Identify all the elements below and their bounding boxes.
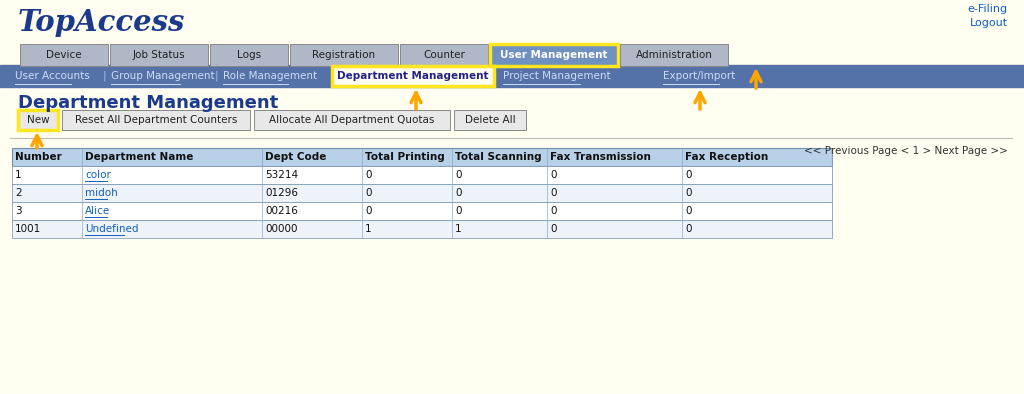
Text: Fax Reception: Fax Reception [685,152,768,162]
Bar [20,44,108,66]
Text: Device: Device [46,50,82,60]
Text: |: | [215,71,219,81]
Bar [254,110,450,130]
Text: 3: 3 [15,206,22,216]
Text: Department Management: Department Management [18,94,279,112]
Text: Job Status: Job Status [133,50,185,60]
Text: 0: 0 [550,206,556,216]
Text: 0: 0 [455,206,462,216]
Bar [12,184,831,202]
Bar [290,44,398,66]
Text: Logs: Logs [237,50,261,60]
Text: Registration: Registration [312,50,376,60]
Text: Total Printing: Total Printing [365,152,444,162]
Text: 0: 0 [685,188,691,198]
Bar [400,44,488,66]
Text: |: | [103,71,106,81]
Text: color: color [85,170,111,180]
Bar [12,166,831,184]
Bar [454,110,526,130]
Text: 0: 0 [550,170,556,180]
Text: New: New [27,115,49,125]
Bar [0,65,1024,87]
Text: Department Name: Department Name [85,152,194,162]
Text: 01296: 01296 [265,188,298,198]
Bar [18,110,58,130]
Text: 0: 0 [685,206,691,216]
Text: 00000: 00000 [265,224,298,234]
Text: 0: 0 [550,224,556,234]
Text: Dept Code: Dept Code [265,152,327,162]
Bar [332,66,494,86]
Text: 0: 0 [550,188,556,198]
Text: 0: 0 [455,188,462,198]
Text: 0: 0 [365,188,372,198]
Text: Alice: Alice [85,206,111,216]
Bar [490,44,618,66]
Text: Allocate All Department Quotas: Allocate All Department Quotas [269,115,434,125]
Bar [62,110,250,130]
Bar [110,44,208,66]
Text: Undefined: Undefined [85,224,138,234]
Text: Export/Import: Export/Import [663,71,735,81]
Bar [12,148,831,166]
Text: 1001: 1001 [15,224,41,234]
Text: Logout: Logout [970,18,1008,28]
Text: e-Filing: e-Filing [968,4,1008,14]
Text: 0: 0 [685,170,691,180]
Text: 0: 0 [455,170,462,180]
Text: 1: 1 [455,224,462,234]
Text: 0: 0 [365,206,372,216]
Text: User Management: User Management [501,50,608,60]
Text: 0: 0 [365,170,372,180]
Text: 0: 0 [685,224,691,234]
Bar [620,44,728,66]
Text: 00216: 00216 [265,206,298,216]
Text: Role Management: Role Management [223,71,317,81]
Text: Project Management: Project Management [503,71,610,81]
Text: 1: 1 [15,170,22,180]
Text: midoh: midoh [85,188,118,198]
Text: 2: 2 [15,188,22,198]
Text: User Accounts: User Accounts [15,71,90,81]
Bar [12,202,831,220]
Text: TopAccess: TopAccess [18,7,185,37]
Text: 1: 1 [365,224,372,234]
Text: Group Management: Group Management [111,71,215,81]
Text: Reset All Department Counters: Reset All Department Counters [75,115,238,125]
Text: << Previous Page < 1 > Next Page >>: << Previous Page < 1 > Next Page >> [804,146,1008,156]
Bar [12,220,831,238]
Text: Department Management: Department Management [337,71,488,81]
Text: 53214: 53214 [265,170,298,180]
Bar [210,44,288,66]
Text: Fax Transmission: Fax Transmission [550,152,651,162]
Text: Number: Number [15,152,61,162]
Text: Total Scanning: Total Scanning [455,152,542,162]
Text: Counter: Counter [423,50,465,60]
Text: Delete All: Delete All [465,115,515,125]
Text: Administration: Administration [636,50,713,60]
